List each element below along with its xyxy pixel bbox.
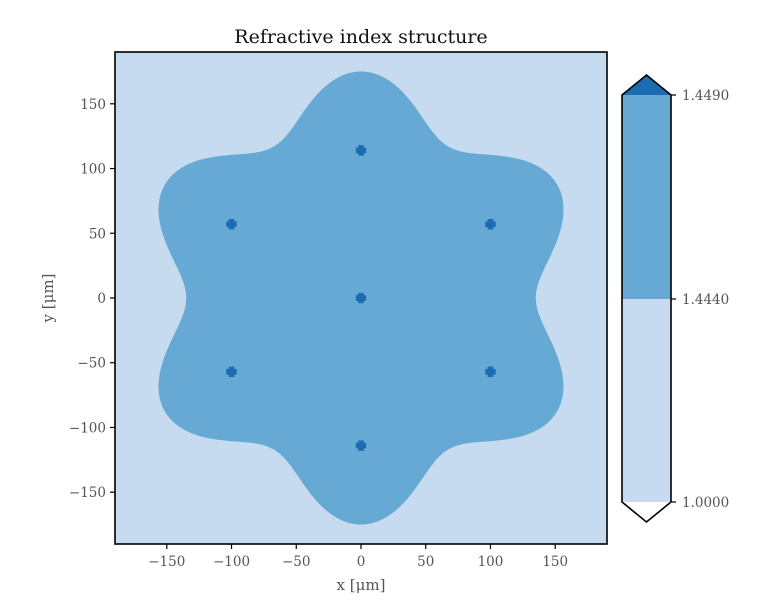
colorbar-segment-lower — [622, 299, 671, 502]
x-axis: −150 −100 −50 0 50 100 150 — [148, 544, 568, 570]
colorbar-tick-label: 1.4490 — [682, 88, 729, 104]
x-tick-label: −100 — [213, 554, 250, 570]
core-marker — [485, 219, 496, 230]
y-tick-label: 0 — [97, 291, 106, 307]
x-tick-label: 100 — [478, 554, 504, 570]
y-tick-label: −50 — [78, 356, 107, 372]
colorbar-under-extension — [622, 502, 671, 522]
x-axis-label: x [μm] — [337, 576, 386, 594]
colorbar-over-extension — [622, 75, 671, 95]
x-tick-label: 0 — [357, 554, 366, 570]
core-marker — [226, 366, 237, 377]
core-marker — [485, 366, 496, 377]
colorbar-tick-label: 1.4440 — [682, 292, 729, 308]
y-tick-label: 50 — [89, 226, 106, 242]
y-tick-label: −100 — [69, 420, 106, 436]
y-axis: −150 −100 −50 0 50 100 150 — [69, 97, 115, 501]
y-axis-label: y [μm] — [39, 274, 57, 324]
colorbar-tick-label: 1.0000 — [682, 495, 729, 511]
core-marker — [355, 292, 367, 304]
core-marker — [355, 145, 367, 156]
core-marker — [226, 219, 237, 230]
plot-area — [115, 52, 607, 544]
colorbar: 1.4490 1.4440 1.0000 — [621, 73, 729, 524]
core-markers — [226, 145, 496, 451]
x-tick-label: −150 — [148, 554, 185, 570]
colorbar-segment-upper — [622, 95, 671, 299]
x-tick-label: −50 — [282, 554, 311, 570]
x-tick-label: 150 — [542, 554, 568, 570]
y-tick-label: 100 — [80, 162, 106, 178]
y-tick-label: −150 — [69, 485, 106, 501]
colorbar-ticks: 1.4490 1.4440 1.0000 — [671, 88, 729, 511]
x-tick-label: 50 — [417, 554, 434, 570]
core-marker — [355, 440, 367, 451]
y-tick-label: 150 — [80, 97, 106, 113]
chart-title: Refractive index structure — [234, 26, 487, 48]
